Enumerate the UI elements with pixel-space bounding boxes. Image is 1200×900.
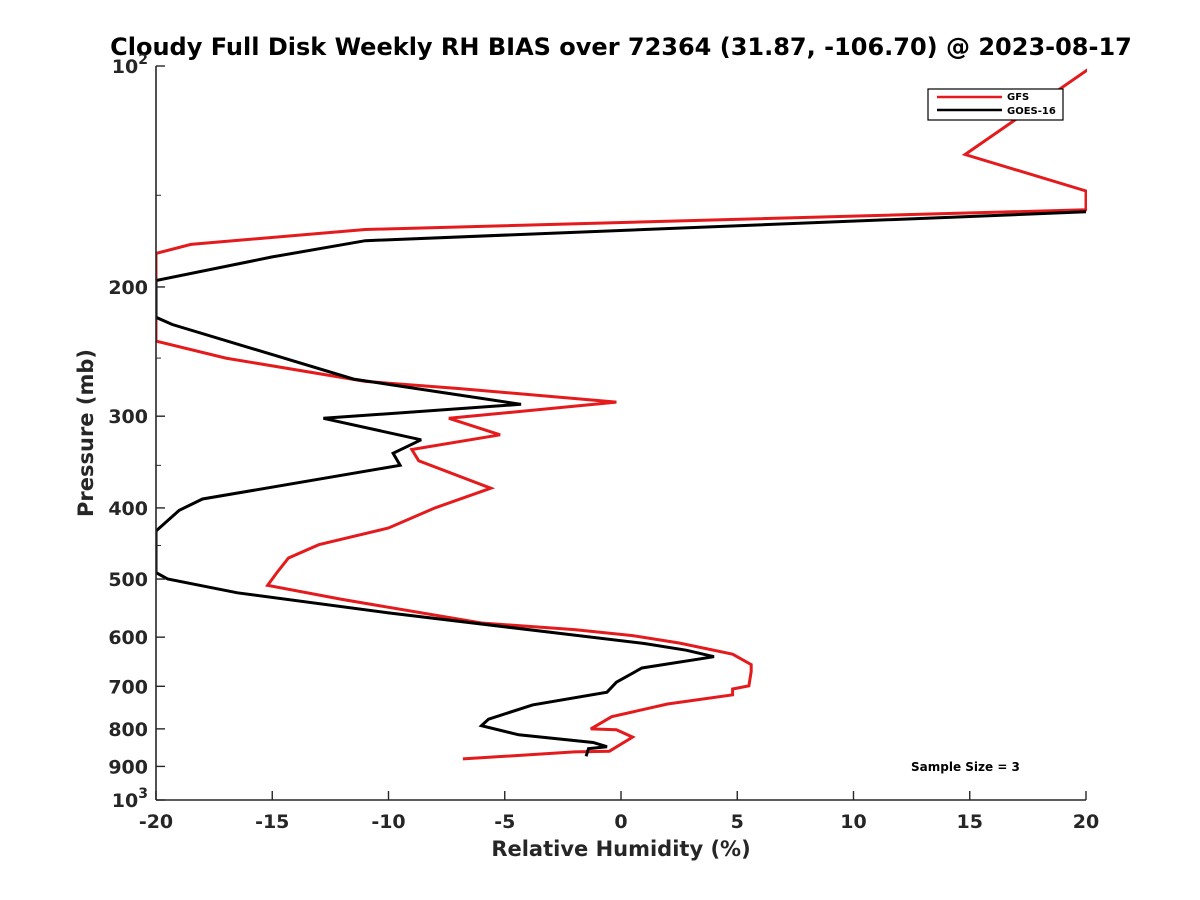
y-tick-label: 700 <box>108 676 148 698</box>
chart-title: Cloudy Full Disk Weekly RH BIAS over 723… <box>110 33 1132 61</box>
x-tick-label: -10 <box>371 811 405 833</box>
series-line-goes16 <box>156 210 1087 757</box>
y-tick-label: 102 <box>112 52 148 78</box>
plot-area <box>156 68 1087 761</box>
x-tick-label: 15 <box>957 811 983 833</box>
legend-box <box>927 88 1064 121</box>
y-tick-label: 103 <box>112 786 148 812</box>
y-tick-label: 500 <box>108 569 148 591</box>
legend-label-gfs: GFS <box>1007 92 1029 103</box>
sample-size-annotation: Sample Size = 3 <box>911 760 1020 774</box>
x-ticks: -20 -15 -10 -5 0 5 10 15 20 <box>139 791 1099 833</box>
x-tick-label: 5 <box>731 811 744 833</box>
legend-label-goes16: GOES-16 <box>1007 106 1056 117</box>
y-tick-label: 800 <box>108 719 148 741</box>
y-ticks: 102 200 300 400 500 600 700 800 900 103 <box>108 52 165 812</box>
x-tick-label: -5 <box>494 811 515 833</box>
x-tick-label: 20 <box>1073 811 1099 833</box>
x-axis-label: Relative Humidity (%) <box>491 837 750 861</box>
series-line-gfs <box>156 68 1087 761</box>
y-tick-label: 300 <box>108 406 148 428</box>
y-axis-label: Pressure (mb) <box>74 349 98 517</box>
y-tick-label: 600 <box>108 627 148 649</box>
y-tick-label: 900 <box>108 756 148 778</box>
x-tick-label: -20 <box>139 811 173 833</box>
series-group <box>156 68 1087 761</box>
y-tick-label: 200 <box>108 277 148 299</box>
x-tick-label: 10 <box>840 811 866 833</box>
x-tick-label: -15 <box>255 811 289 833</box>
x-tick-label: 0 <box>614 811 627 833</box>
y-tick-label: 400 <box>108 498 148 520</box>
legend: GFS GOES-16 <box>927 88 1064 121</box>
